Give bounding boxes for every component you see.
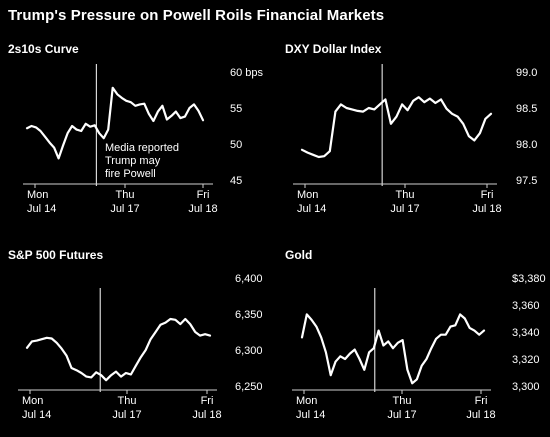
x-tick-label-date: Jul 14 xyxy=(27,203,56,215)
y-tick-label: 98.0 xyxy=(516,139,537,151)
annotation-label: Media reported xyxy=(105,142,179,154)
x-tick-label-day: Mon xyxy=(296,395,317,407)
y-tick-label: 97.5 xyxy=(516,175,537,187)
series-line xyxy=(300,313,486,385)
y-tick-label: 50 xyxy=(230,139,242,151)
x-tick-label-date: Jul 17 xyxy=(390,203,419,215)
x-tick-label-day: Thu xyxy=(116,189,135,201)
y-tick-label: 3,320 xyxy=(512,354,540,366)
x-tick-label-date: Jul 14 xyxy=(296,409,325,421)
y-tick-label: 6,300 xyxy=(235,345,263,357)
x-tick-label-day: Fri xyxy=(201,395,214,407)
x-tick-label-date: Jul 14 xyxy=(297,203,326,215)
y-tick-label: 6,250 xyxy=(235,381,263,393)
y-tick-label: $3,380 xyxy=(512,273,546,285)
y-tick-label: 55 xyxy=(230,103,242,115)
y-tick-label: 99.0 xyxy=(516,67,537,79)
y-tick-label: 6,400 xyxy=(235,273,263,285)
x-tick-label-date: Jul 18 xyxy=(466,409,495,421)
x-tick-label-day: Fri xyxy=(475,395,488,407)
x-tick-label-date: Jul 18 xyxy=(472,203,501,215)
y-tick-label: 3,360 xyxy=(512,300,540,312)
panel-title-dxy-dollar-index: DXY Dollar Index xyxy=(285,42,382,56)
x-tick-label-day: Mon xyxy=(297,189,318,201)
annotation-label: fire Powell xyxy=(105,168,156,180)
y-tick-label: 6,350 xyxy=(235,309,263,321)
y-tick-label: 98.5 xyxy=(516,103,537,115)
x-tick-label-date: Jul 17 xyxy=(112,409,141,421)
y-tick-label: 3,300 xyxy=(512,381,540,393)
panel-title-gold: Gold xyxy=(285,248,313,262)
series-line xyxy=(25,86,205,160)
annotation-label: Trump may xyxy=(105,155,161,167)
x-tick-label-date: Jul 14 xyxy=(22,409,51,421)
x-tick-label-date: Jul 17 xyxy=(387,409,416,421)
x-tick-label-day: Thu xyxy=(393,395,412,407)
y-tick-label: 45 xyxy=(230,175,242,187)
x-tick-label-date: Jul 18 xyxy=(192,409,221,421)
x-tick-label-day: Mon xyxy=(22,395,43,407)
series-line xyxy=(25,317,212,382)
x-tick-label-date: Jul 18 xyxy=(188,203,217,215)
x-tick-label-date: Jul 17 xyxy=(110,203,139,215)
x-tick-label-day: Thu xyxy=(118,395,137,407)
y-tick-label: 60 bps xyxy=(230,67,264,79)
y-tick-label: 3,340 xyxy=(512,327,540,339)
panel-title-2s10s-curve: 2s10s Curve xyxy=(8,42,79,56)
x-tick-label-day: Fri xyxy=(481,189,494,201)
page-title: Trump's Pressure on Powell Roils Financi… xyxy=(8,7,385,24)
panel-title-sp500-futures: S&P 500 Futures xyxy=(8,248,104,262)
series-line xyxy=(300,96,493,159)
x-tick-label-day: Fri xyxy=(197,189,210,201)
x-tick-label-day: Thu xyxy=(396,189,415,201)
x-tick-label-day: Mon xyxy=(27,189,48,201)
